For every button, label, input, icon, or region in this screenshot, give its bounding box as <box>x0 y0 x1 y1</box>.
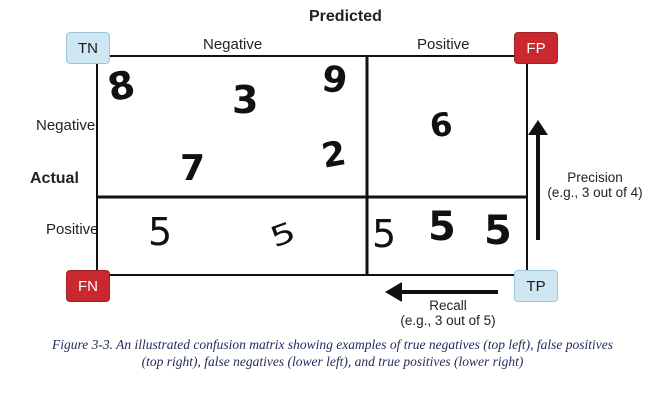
col-label-negative: Negative <box>203 36 263 53</box>
actual-axis-label: Actual <box>30 170 79 187</box>
row-label-negative: Negative <box>36 117 96 134</box>
recall-annotation: Recall (e.g., 3 out of 5) <box>393 298 503 328</box>
fn-digit: 5 <box>148 210 173 254</box>
fp-callout: FP <box>514 32 558 64</box>
tn-digit: 7 <box>180 148 206 189</box>
tp-callout: TP <box>514 270 558 302</box>
tp-digit: 5 <box>484 208 512 254</box>
precision-annotation: Precision (e.g., 3 out of 4) <box>540 170 650 200</box>
recall-example: (e.g., 3 out of 5) <box>400 313 496 328</box>
figure-caption: Figure 3-3. An illustrated confusion mat… <box>8 336 657 370</box>
caption-line-2: (top right), false negatives (lower left… <box>141 354 524 369</box>
caption-line-1: Figure 3-3. An illustrated confusion mat… <box>52 337 613 352</box>
predicted-title: Predicted <box>309 8 382 25</box>
col-label-positive: Positive <box>417 36 470 53</box>
row-label-positive: Positive <box>46 221 99 238</box>
precision-arrow-head <box>528 120 548 135</box>
fn-callout: FN <box>66 270 110 302</box>
recall-label: Recall <box>429 298 467 313</box>
tp-digit: 5 <box>372 212 397 256</box>
tn-digit: 3 <box>232 78 259 122</box>
recall-arrow-head <box>385 282 402 302</box>
tn-callout: TN <box>66 32 110 64</box>
precision-example: (e.g., 3 out of 4) <box>547 185 643 200</box>
precision-label: Precision <box>567 170 623 185</box>
tp-digit: 5 <box>428 204 456 250</box>
